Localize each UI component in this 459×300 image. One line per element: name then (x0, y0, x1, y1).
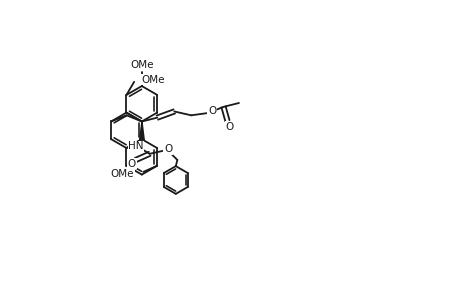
Text: OMe: OMe (110, 169, 134, 179)
Text: HN: HN (128, 141, 143, 151)
Text: O: O (207, 106, 216, 116)
Text: OMe: OMe (141, 74, 165, 85)
Text: O: O (164, 144, 172, 154)
Text: O: O (128, 159, 136, 169)
Text: O: O (225, 122, 233, 132)
Text: OMe: OMe (130, 60, 153, 70)
Polygon shape (140, 122, 144, 140)
